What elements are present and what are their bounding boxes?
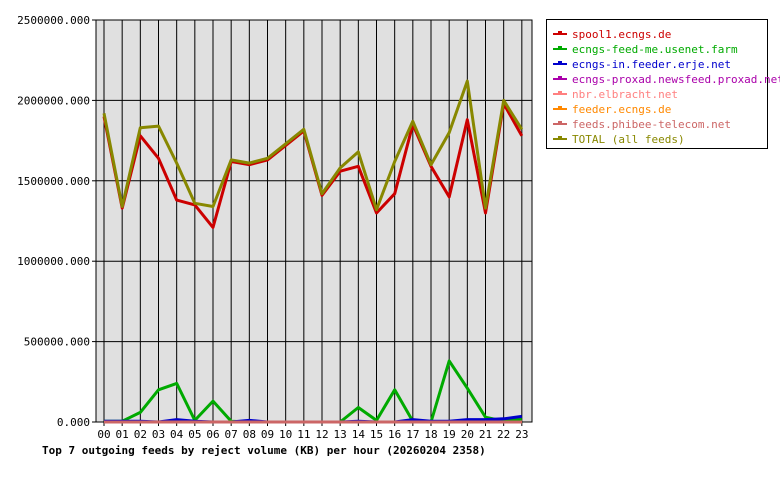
x-tick-label: 13 — [334, 428, 347, 440]
legend-item: spool1.ecngs.de — [547, 27, 767, 42]
legend: spool1.ecngs.de ecngs-feed-me.usenet.farm… — [546, 19, 780, 149]
x-axis: 00 01 02 03 04 05 06 07 08 09 10 11 12 13 14 15 16 17 18 19… — [97, 422, 528, 440]
y-tick-label: 1000000.000 — [17, 255, 90, 268]
legend-marker — [558, 136, 562, 140]
y-tick-label: 2000000.000 — [17, 94, 90, 107]
x-tick-label: 22 — [497, 428, 510, 440]
legend-item: ecngs-in.feeder.erje.net — [547, 57, 767, 72]
legend-item: feeds.phibee-telecom.net — [547, 117, 767, 132]
legend-marker — [558, 91, 562, 95]
x-tick-label: 08 — [243, 428, 256, 440]
x-tick-label: 09 — [261, 428, 274, 440]
x-tick-label: 23 — [515, 428, 528, 440]
y-tick-label: 1500000.000 — [17, 175, 90, 188]
legend-label: nbr.elbracht.net — [572, 88, 678, 101]
legend-item: feeder.ecngs.de — [547, 102, 767, 117]
x-tick-label: 03 — [152, 428, 165, 440]
x-tick-label: 07 — [225, 428, 238, 440]
legend-item: nbr.elbracht.net — [547, 87, 767, 102]
x-tick-label: 21 — [479, 428, 492, 440]
legend-label: feeder.ecngs.de — [572, 103, 672, 116]
x-tick-label: 01 — [116, 428, 129, 440]
legend-marker — [558, 76, 562, 80]
legend-label: spool1.ecngs.de — [572, 28, 672, 41]
legend-marker — [558, 61, 562, 65]
x-tick-label: 20 — [461, 428, 474, 440]
x-tick-label: 05 — [188, 428, 201, 440]
x-tick-label: 06 — [206, 428, 219, 440]
x-tick-label: 12 — [315, 428, 328, 440]
legend-item: TOTAL (all feeds) — [547, 132, 767, 147]
chart: 0.000500000.0001000000.0001500000.000200… — [17, 14, 533, 440]
y-tick-label: 500000.000 — [24, 336, 90, 349]
x-tick-label: 00 — [97, 428, 110, 440]
x-tick-label: 15 — [370, 428, 383, 440]
legend-label: ecngs-in.feeder.erje.net — [572, 58, 731, 71]
legend-label: ecngs-proxad.newsfeed.proxad.net — [572, 73, 780, 86]
x-tick-label: 14 — [352, 428, 366, 440]
x-tick-label: 18 — [424, 428, 437, 440]
y-axis: 0.000 500000.000 1000000.000 1500000.000 200… — [17, 14, 96, 429]
legend-item: ecngs-feed-me.usenet.farm — [547, 42, 767, 57]
legend-marker — [558, 31, 562, 35]
legend-label: ecngs-feed-me.usenet.farm — [572, 43, 738, 56]
x-tick-label: 16 — [388, 428, 401, 440]
series-line — [102, 79, 524, 212]
x-tick-label: 10 — [279, 428, 292, 440]
x-tick-label: 17 — [406, 428, 419, 440]
legend-marker — [558, 46, 562, 50]
y-tick-label: 0.000 — [57, 416, 90, 429]
x-tick-label: 02 — [134, 428, 147, 440]
x-tick-label: 04 — [170, 428, 184, 440]
x-tick-label: 19 — [443, 428, 456, 440]
legend-item: ecngs-proxad.newsfeed.proxad.net — [547, 72, 780, 87]
plot-area — [95, 19, 533, 423]
legend-marker — [558, 106, 562, 110]
legend-marker — [558, 121, 562, 125]
x-tick-label: 11 — [297, 428, 310, 440]
chart-title: Top 7 outgoing feeds by reject volume (K… — [42, 444, 486, 457]
legend-label: feeds.phibee-telecom.net — [572, 118, 731, 131]
series-lines — [102, 79, 524, 424]
legend-label: TOTAL (all feeds) — [572, 133, 685, 146]
y-tick-label: 2500000.000 — [17, 14, 90, 27]
